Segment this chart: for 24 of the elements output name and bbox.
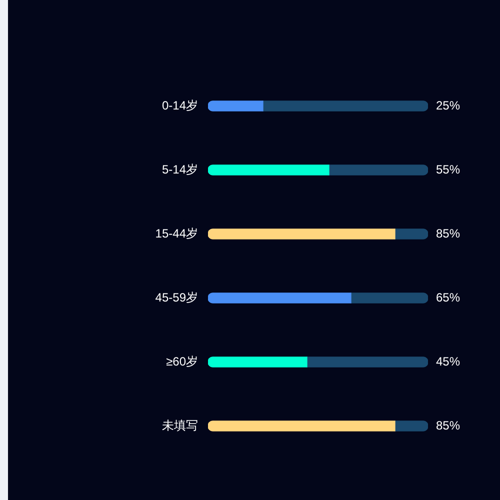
bar — [328, 164, 428, 176]
bar — [208, 164, 330, 176]
y-tick-label: ≥60岁 — [166, 354, 198, 368]
bar — [262, 100, 428, 112]
bar — [208, 228, 396, 240]
bar — [208, 356, 308, 368]
bar — [208, 100, 264, 112]
y-tick-label: 未填写 — [162, 418, 198, 432]
data-label: 25% — [436, 98, 460, 112]
y-tick-label: 45-59岁 — [155, 290, 198, 304]
data-label: 55% — [436, 162, 460, 176]
bar — [208, 420, 396, 432]
bar — [350, 292, 428, 304]
y-tick-label: 15-44岁 — [155, 226, 198, 240]
data-label: 65% — [436, 290, 460, 304]
bar — [208, 292, 352, 304]
y-tick-label: 0-14岁 — [162, 98, 198, 112]
bar — [394, 228, 428, 240]
data-label: 45% — [436, 354, 460, 368]
bar — [306, 356, 428, 368]
bar — [394, 420, 428, 432]
data-label: 85% — [436, 418, 460, 432]
data-label: 85% — [436, 226, 460, 240]
y-tick-label: 5-14岁 — [162, 162, 198, 176]
